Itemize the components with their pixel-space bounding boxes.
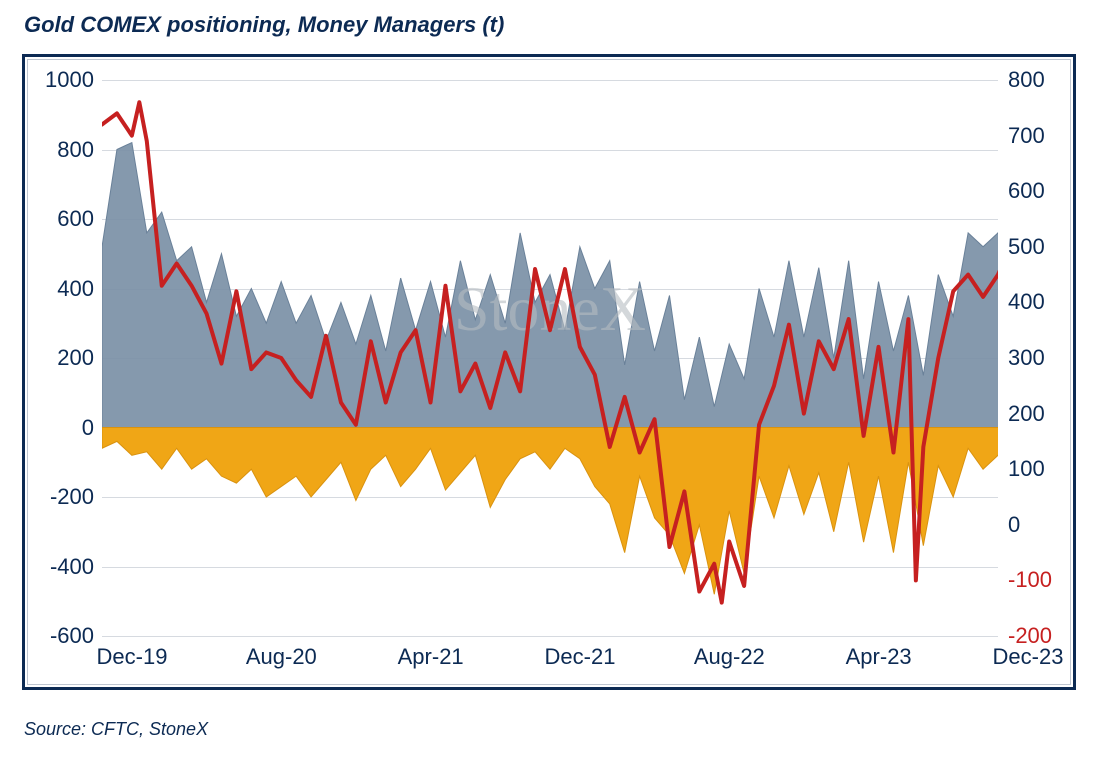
short-position-area: [102, 428, 1028, 595]
source-caption: Source: CFTC, StoneX: [24, 719, 208, 740]
chart-frame: -600-400-20002004006008001000-200-100010…: [22, 54, 1076, 690]
chart-title: Gold COMEX positioning, Money Managers (…: [24, 12, 504, 38]
chart-svg: StoneX: [28, 60, 1070, 684]
chart-inner: -600-400-20002004006008001000-200-100010…: [27, 59, 1071, 685]
watermark: StoneX: [454, 273, 646, 344]
